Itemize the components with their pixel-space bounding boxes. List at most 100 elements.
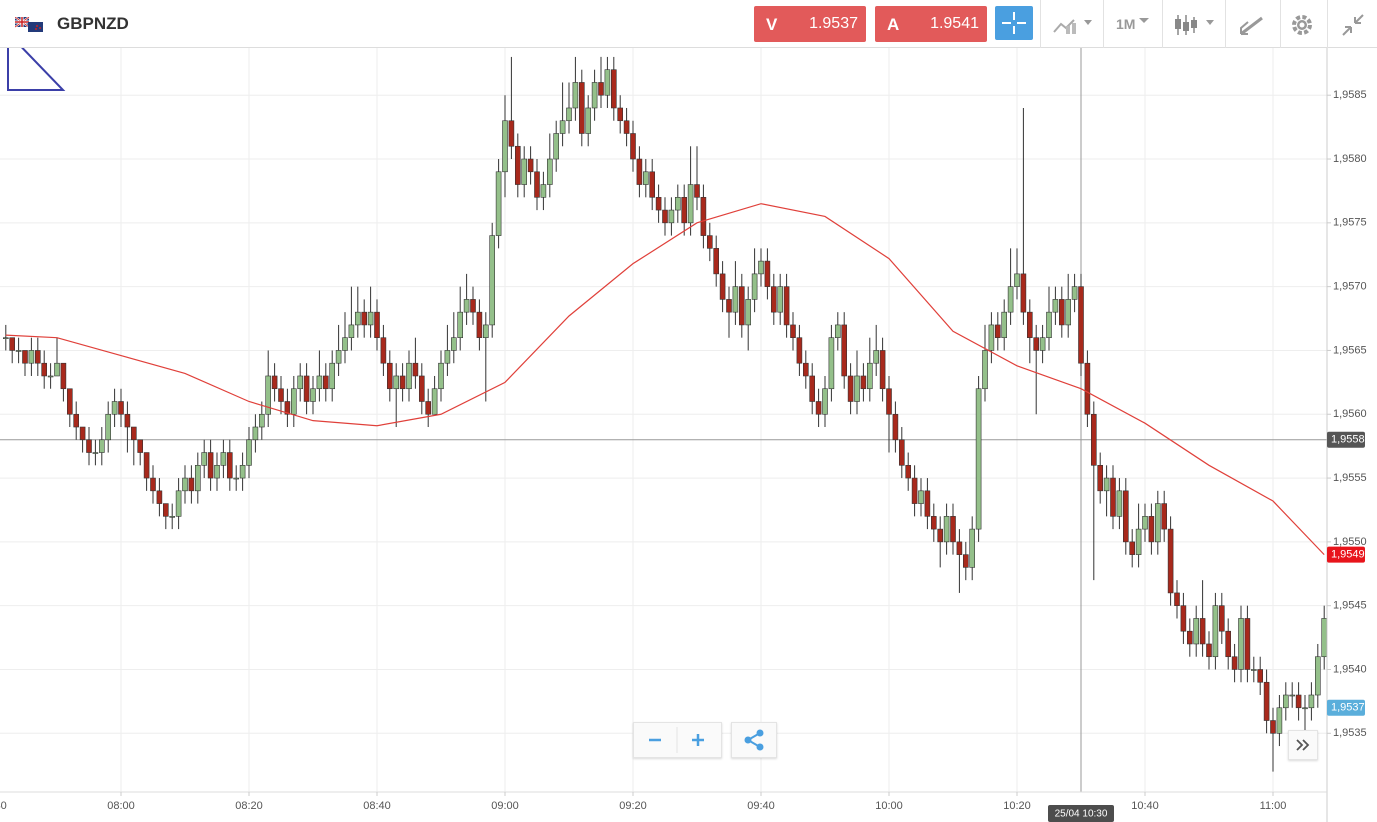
sell-label: V <box>766 15 778 34</box>
candle-body <box>1046 311 1052 338</box>
candle-body <box>674 197 681 211</box>
candle-body <box>1059 299 1065 326</box>
candle-body <box>201 452 207 466</box>
candle-body <box>911 477 918 504</box>
candle-body <box>1097 465 1103 492</box>
candle-body <box>706 235 713 249</box>
y-tick-label: 1,9585 <box>1333 89 1367 101</box>
candle-body <box>393 375 400 390</box>
candle-body <box>719 273 726 300</box>
candle-body <box>73 413 79 428</box>
candle-body <box>1321 618 1327 658</box>
candle-body <box>726 299 732 313</box>
candle-body <box>521 158 528 185</box>
candle-body <box>450 337 457 351</box>
candle-body <box>1244 618 1251 670</box>
candle-body <box>1180 605 1187 632</box>
candle-body <box>310 388 316 402</box>
candle-body <box>1103 477 1110 492</box>
y-tick-label: 1,9545 <box>1333 600 1367 612</box>
separator <box>1103 0 1104 48</box>
candle-body <box>508 120 515 147</box>
candle-body <box>163 503 169 517</box>
timeframe[interactable]: 1M <box>1116 16 1136 32</box>
candle-body <box>578 82 585 134</box>
candle-body <box>1078 286 1084 364</box>
separator <box>1327 0 1328 48</box>
candle-body <box>994 324 1001 338</box>
collapse-button[interactable] <box>1340 12 1366 38</box>
candle-body <box>1027 311 1033 338</box>
candle-body <box>828 337 835 390</box>
zoom-in[interactable] <box>692 734 704 746</box>
y-tick-label: 1,9570 <box>1333 281 1367 293</box>
candle-body <box>809 375 816 402</box>
candle-body <box>540 184 547 198</box>
candle-body <box>1129 541 1135 555</box>
chart-type-button[interactable] <box>1052 14 1096 36</box>
candle-body <box>822 388 828 415</box>
moving-average <box>5 203 1325 556</box>
candle-body <box>764 260 771 287</box>
sell-button[interactable]: V 1.9537 <box>754 6 866 42</box>
candle-body <box>1110 477 1116 517</box>
draw-tools-button[interactable] <box>1238 12 1266 38</box>
candle-body <box>1084 362 1091 415</box>
x-tick-label: 11:00 <box>1260 800 1287 812</box>
candle-body <box>131 426 137 441</box>
candle-body <box>892 413 899 441</box>
candle-body <box>617 107 624 122</box>
candle-body <box>950 516 956 543</box>
candle-body <box>630 133 636 160</box>
candle-body <box>412 362 419 377</box>
candle-body <box>28 350 35 364</box>
crosshair-button[interactable] <box>995 6 1033 40</box>
candle-body <box>1276 707 1283 734</box>
buy-button[interactable]: A 1.9541 <box>875 6 987 42</box>
candle-body <box>866 362 873 390</box>
candle-body <box>1302 707 1308 710</box>
candle-body <box>22 350 28 364</box>
candle-body <box>1161 503 1167 530</box>
candle-body <box>937 528 944 543</box>
candle-body <box>783 286 790 326</box>
candle-body <box>553 133 560 160</box>
candle-body <box>92 452 99 454</box>
settings-button[interactable] <box>1289 12 1315 38</box>
candle-body <box>1123 490 1129 543</box>
candle-body <box>1033 337 1039 351</box>
candle-body <box>111 401 118 415</box>
candle-body <box>431 388 438 415</box>
y-tick-label: 1,9575 <box>1333 217 1367 229</box>
price-tag-label: 1,9558 <box>1331 434 1365 446</box>
scroll-end-button[interactable] <box>1288 730 1318 760</box>
time-tag-label: 25/04 10:30 <box>1055 809 1108 820</box>
candle-body <box>841 324 848 377</box>
price-tag <box>1327 699 1365 716</box>
candle-body <box>1315 656 1321 696</box>
sell-price: 1.9537 <box>809 15 858 32</box>
candle-body <box>694 184 700 198</box>
candle-body <box>418 375 425 402</box>
share-button[interactable] <box>731 722 777 758</box>
candle-body <box>982 350 988 390</box>
symbol: GBPNZD <box>57 14 129 33</box>
candle-body <box>278 388 284 402</box>
candle-body <box>156 490 163 504</box>
candle-body <box>1251 669 1257 671</box>
candle-body <box>854 375 860 402</box>
candle-body <box>354 311 361 326</box>
candle-body <box>99 439 105 453</box>
candle-body <box>879 350 886 390</box>
candle-body <box>1289 694 1295 697</box>
candle-body <box>246 439 252 466</box>
candle-body <box>924 490 931 517</box>
candle-body <box>1007 286 1014 313</box>
candle-body <box>1167 528 1174 594</box>
time-tag <box>1048 805 1114 822</box>
candle-body <box>175 490 182 517</box>
candle-body <box>265 375 272 415</box>
candle-type-button[interactable] <box>1172 12 1218 38</box>
candle-body <box>1238 618 1244 670</box>
candle-body <box>54 362 60 377</box>
